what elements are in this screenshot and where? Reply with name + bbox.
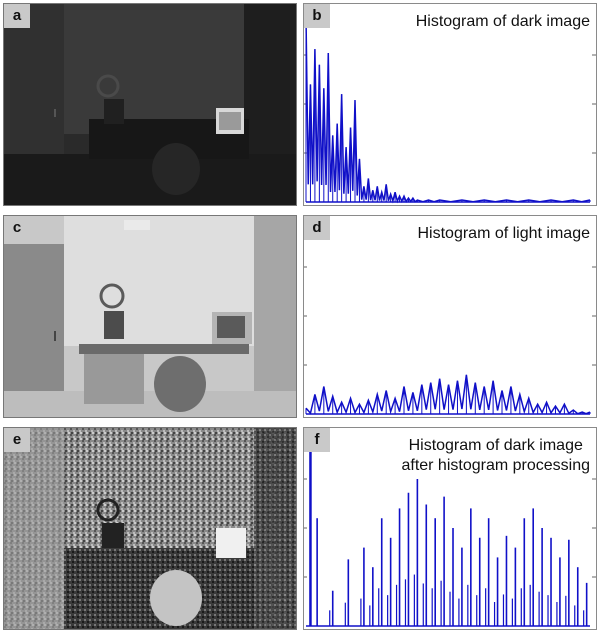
histogram-dark: b Histogram of dark image [303,3,597,206]
photo-light: c [3,215,297,418]
histogram-line [305,374,591,415]
panel-letter-c: c [4,216,30,240]
histogram-light: d Histogram of light image [303,215,597,418]
histogram-equalized-plot [304,430,596,627]
light-room-image [4,216,296,417]
panel-letter-f: f [304,428,330,452]
histogram-light-title: Histogram of light image [417,225,590,242]
histogram-dark-title: Histogram of dark image [415,13,590,30]
photo-dark: a [3,3,297,206]
photo-equalized: e [3,427,297,630]
panel-letter-b: b [304,4,330,28]
dark-room-image [4,4,296,205]
histogram-dark-plot [304,15,596,204]
panel-letter-d: d [304,216,330,240]
histogram-light-plot [304,266,596,415]
histogram-line [305,15,591,204]
histogram-equalized-title: Histogram of dark image after histogram p… [401,437,590,474]
equalized-room-image [4,428,296,629]
histogram-equalized: f Histogram of dark image after histogram… [303,427,597,630]
panel-letter-a: a [4,4,30,28]
panel-letter-e: e [4,428,30,452]
